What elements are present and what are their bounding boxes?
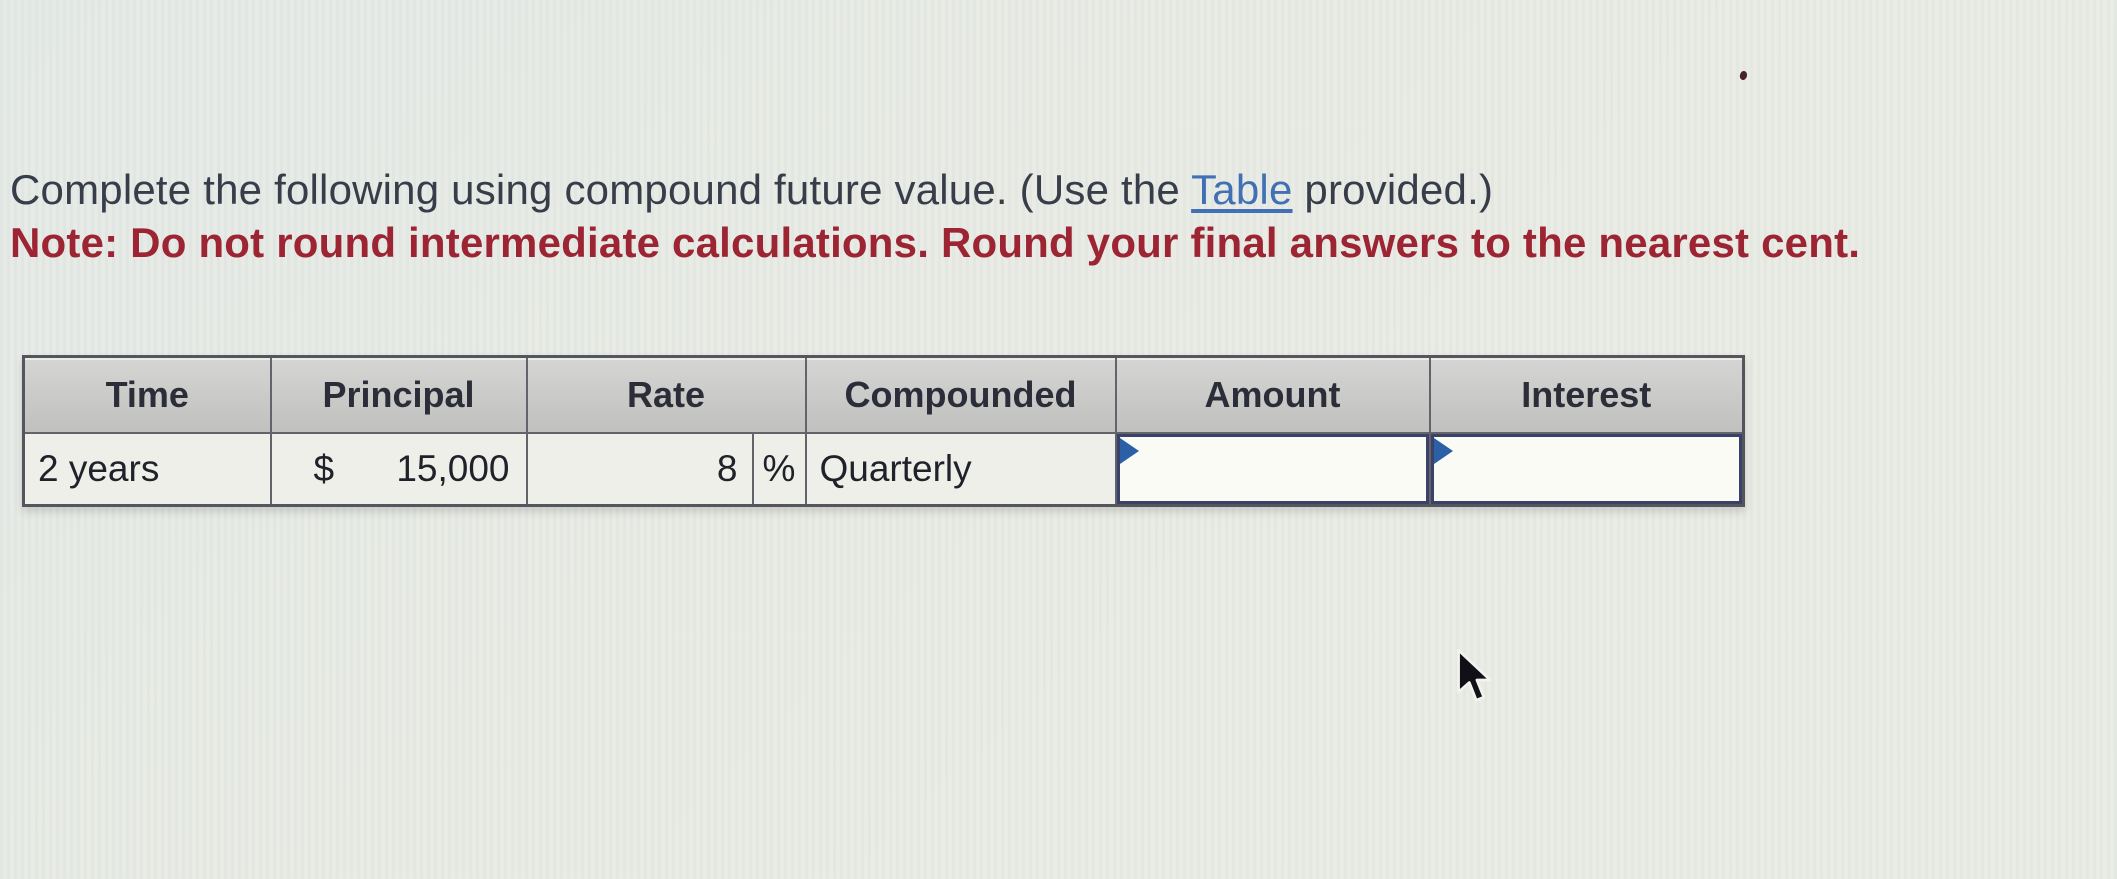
rate-unit-cell: % [751,432,807,507]
instruction-text-after-link: provided.) [1292,166,1494,213]
mouse-cursor-icon [1457,649,1492,702]
principal-cell-content: $ 15,000 [273,448,525,490]
interest-answer-box[interactable] [1431,434,1742,504]
interest-input[interactable] [1433,437,1739,501]
header-interest: Interest [1428,355,1745,434]
time-cell: 2 years [22,432,272,507]
amount-cell [1114,432,1431,507]
screen-dust-speck [1738,70,1749,81]
header-rate: Rate [525,355,807,434]
data-row: 2 years $ 15,000 8 % Quarterly [22,432,1745,507]
header-compounded: Compounded [804,355,1117,434]
principal-cell: $ 15,000 [269,432,528,507]
header-time: Time [22,355,272,434]
principal-value: 15,000 [396,448,510,489]
instruction-text-before-link: Complete the following using compound fu… [10,166,1192,213]
compounded-cell: Quarterly [804,432,1117,507]
interest-cell [1428,432,1745,507]
currency-symbol: $ [313,448,335,489]
amount-answer-box[interactable] [1117,434,1428,504]
compound-future-value-table: Time Principal Rate Compounded Amount In… [22,355,1745,507]
header-row: Time Principal Rate Compounded Amount In… [22,355,1745,434]
rounding-note: Note: Do not round intermediate calculat… [10,219,1861,266]
table-link[interactable]: Table [1191,166,1293,213]
header-principal: Principal [269,355,528,434]
question-instructions: Complete the following using compound fu… [10,163,1860,269]
instruction-line: Complete the following using compound fu… [10,163,1860,216]
rate-cell: 8 [525,432,754,507]
header-amount: Amount [1114,355,1431,434]
amount-input[interactable] [1119,437,1426,501]
